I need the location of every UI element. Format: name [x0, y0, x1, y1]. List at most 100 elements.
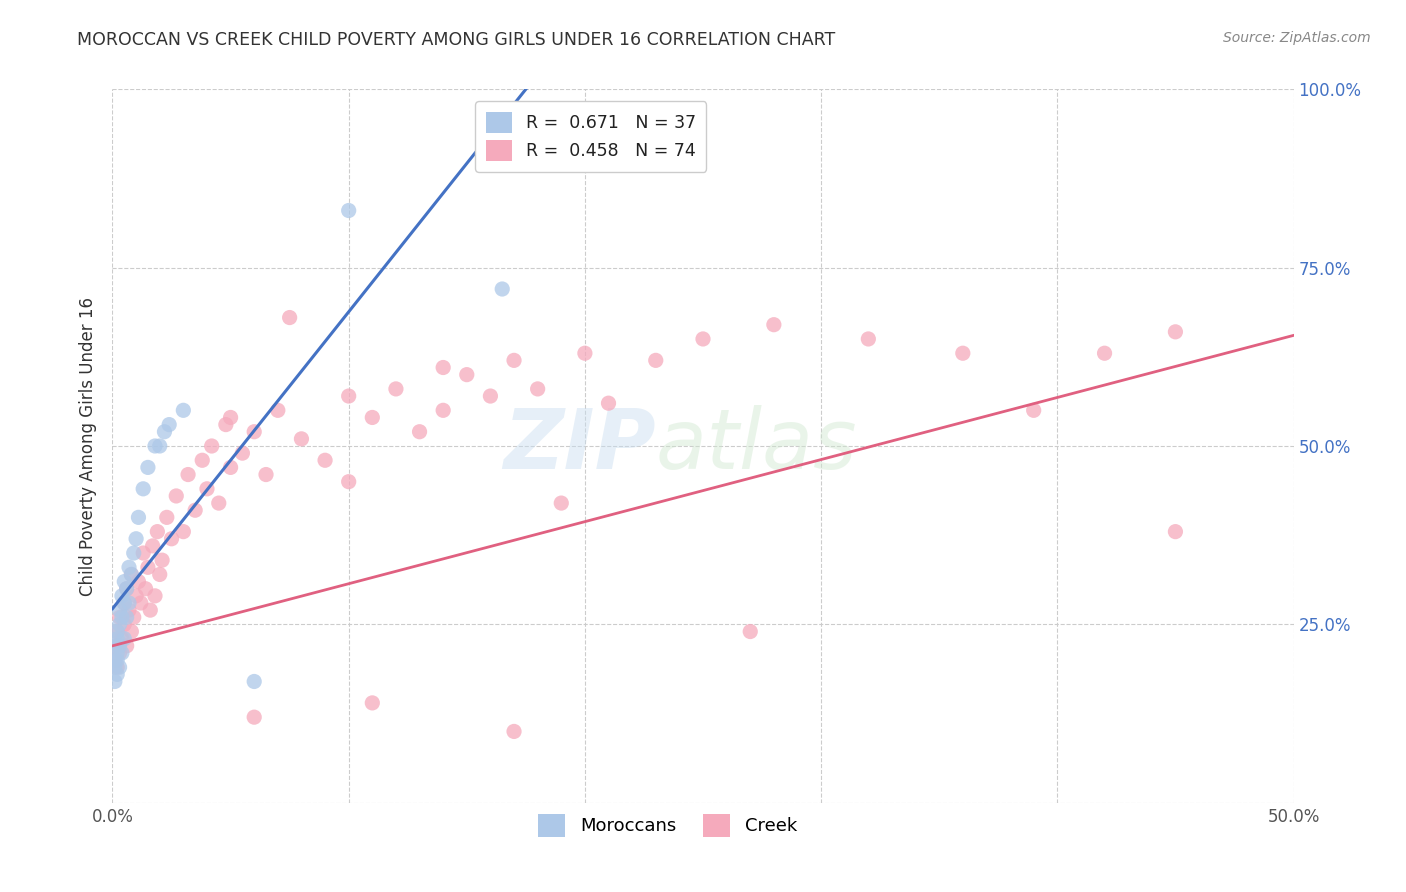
Point [243, 674, 266, 689]
Point [432, 360, 454, 375]
Point [172, 524, 194, 539]
Point [111, 646, 134, 660]
Point [195, 482, 218, 496]
Point [254, 467, 277, 482]
Point [491, 282, 513, 296]
Point [118, 603, 141, 617]
Point [136, 460, 159, 475]
Point [191, 453, 214, 467]
Point [120, 624, 142, 639]
Point [156, 510, 179, 524]
Text: atlas: atlas [655, 406, 858, 486]
Point [526, 382, 548, 396]
Point [104, 660, 127, 674]
Point [432, 403, 454, 417]
Point [219, 460, 242, 475]
Point [115, 639, 138, 653]
Point [112, 617, 135, 632]
Point [108, 617, 131, 632]
Point [111, 632, 134, 646]
Point [337, 475, 360, 489]
Point [503, 724, 526, 739]
Point [105, 624, 128, 639]
Point [112, 596, 135, 610]
Point [952, 346, 974, 360]
Point [135, 582, 157, 596]
Point [314, 453, 336, 467]
Point [172, 403, 194, 417]
Point [125, 589, 148, 603]
Point [112, 632, 135, 646]
Point [129, 596, 152, 610]
Point [115, 582, 138, 596]
Point [1164, 524, 1187, 539]
Point [105, 624, 128, 639]
Point [132, 546, 155, 560]
Point [146, 524, 169, 539]
Point [243, 710, 266, 724]
Point [120, 567, 142, 582]
Point [361, 696, 384, 710]
Point [125, 532, 148, 546]
Point [104, 653, 127, 667]
Point [127, 510, 149, 524]
Point [149, 439, 172, 453]
Point [120, 567, 142, 582]
Point [385, 382, 408, 396]
Point [150, 553, 173, 567]
Point [762, 318, 785, 332]
Point [160, 532, 183, 546]
Point [132, 482, 155, 496]
Point [108, 610, 131, 624]
Point [290, 432, 312, 446]
Point [278, 310, 301, 325]
Point [231, 446, 253, 460]
Point [208, 496, 231, 510]
Point [112, 596, 135, 610]
Point [105, 646, 128, 660]
Point [118, 596, 141, 610]
Text: MOROCCAN VS CREEK CHILD POVERTY AMONG GIRLS UNDER 16 CORRELATION CHART: MOROCCAN VS CREEK CHILD POVERTY AMONG GI… [77, 31, 835, 49]
Point [115, 610, 138, 624]
Point [105, 632, 128, 646]
Point [858, 332, 880, 346]
Point [108, 603, 131, 617]
Point [112, 574, 135, 589]
Point [108, 639, 131, 653]
Point [104, 639, 127, 653]
Point [139, 603, 162, 617]
Point [142, 539, 165, 553]
Point [115, 582, 138, 596]
Point [550, 496, 572, 510]
Point [361, 410, 384, 425]
Point [111, 589, 134, 603]
Point [104, 639, 127, 653]
Point [157, 417, 180, 432]
Point [740, 624, 762, 639]
Point [644, 353, 666, 368]
Point [122, 610, 145, 624]
Text: Source: ZipAtlas.com: Source: ZipAtlas.com [1223, 31, 1371, 45]
Point [122, 546, 145, 560]
Point [1094, 346, 1116, 360]
Point [165, 489, 187, 503]
Point [479, 389, 502, 403]
Point [136, 560, 159, 574]
Point [108, 660, 131, 674]
Point [215, 417, 238, 432]
Point [118, 560, 141, 574]
Point [105, 653, 128, 667]
Point [408, 425, 430, 439]
Point [177, 467, 200, 482]
Point [105, 660, 128, 674]
Point [127, 574, 149, 589]
Point [184, 503, 207, 517]
Point [337, 389, 360, 403]
Point [105, 667, 128, 681]
Legend: Moroccans, Creek: Moroccans, Creek [531, 807, 804, 844]
Point [104, 653, 127, 667]
Point [153, 425, 176, 439]
Point [598, 396, 620, 410]
Point [143, 439, 166, 453]
Point [143, 589, 166, 603]
